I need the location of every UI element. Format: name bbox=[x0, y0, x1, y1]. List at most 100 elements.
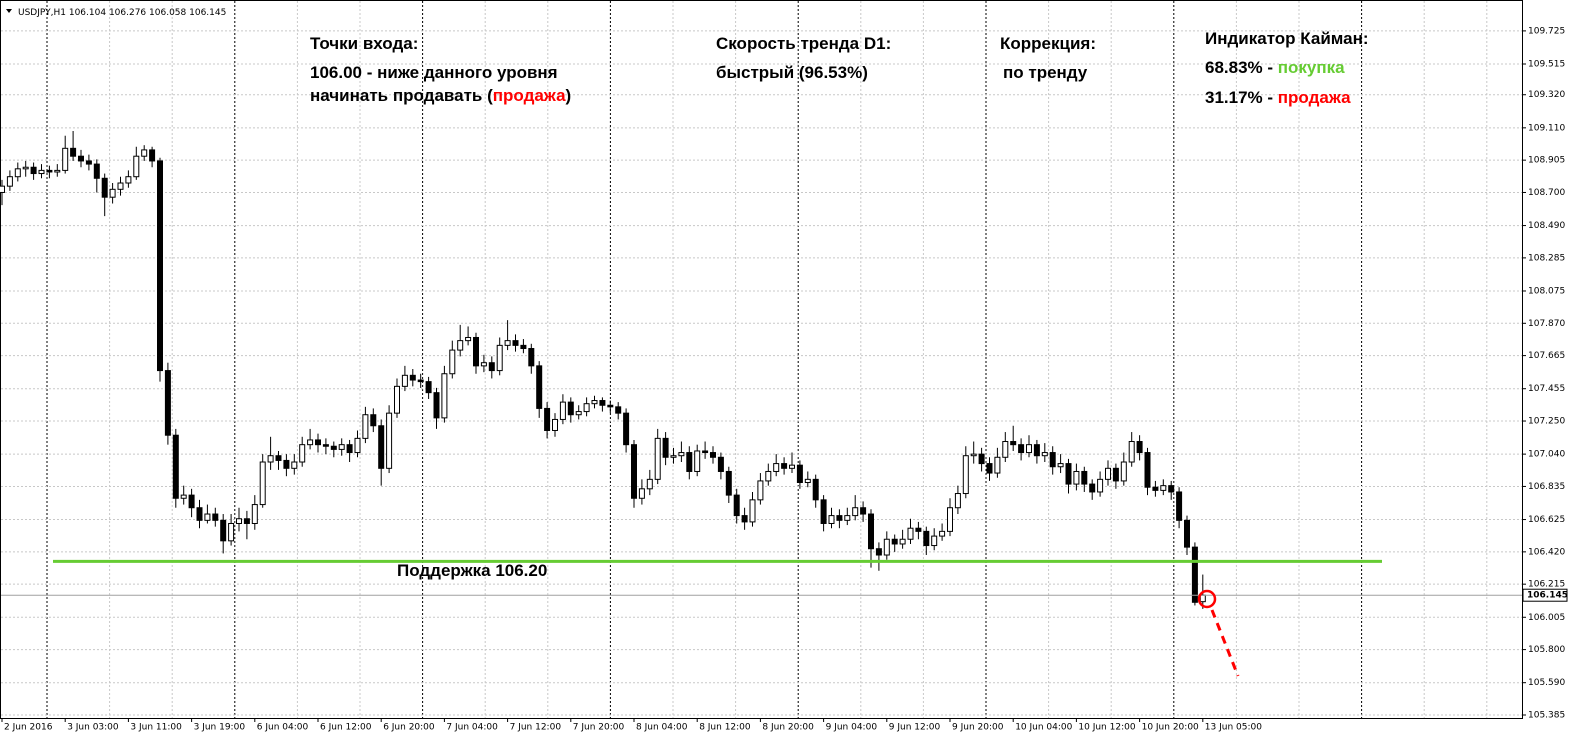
overlay: 106.145 Поддержка 106.20 Точки входа: 106.0… bbox=[1, 29, 1568, 602]
candle-body bbox=[354, 437, 361, 454]
y-tick-label: 107.665 bbox=[1528, 351, 1565, 361]
candle-body bbox=[1018, 444, 1025, 454]
y-tick-label: 107.455 bbox=[1528, 384, 1565, 394]
candle-body bbox=[599, 400, 606, 406]
candle-body bbox=[1191, 546, 1198, 603]
candle-body bbox=[220, 519, 227, 542]
candle-body bbox=[725, 470, 732, 496]
candle-body bbox=[512, 340, 519, 346]
y-tick-label: 108.285 bbox=[1528, 253, 1565, 263]
candle-body bbox=[1089, 483, 1096, 493]
candle-body bbox=[417, 379, 424, 383]
candle-body bbox=[1033, 444, 1040, 457]
candle-body bbox=[251, 504, 258, 524]
candle-body bbox=[962, 455, 969, 495]
symbol: USDJPY,H1 bbox=[18, 8, 66, 18]
y-tick-label: 106.420 bbox=[1528, 547, 1565, 557]
candle-body bbox=[796, 464, 803, 484]
note-span: Индикатор Кайман: bbox=[1205, 29, 1369, 48]
candle-body bbox=[243, 518, 250, 524]
support-label: Поддержка 106.20 bbox=[397, 561, 547, 580]
x-tick-label: 2 Jun 2016 bbox=[4, 723, 53, 733]
y-tick-label: 108.905 bbox=[1528, 156, 1565, 166]
candle-body bbox=[781, 463, 788, 469]
candle-body bbox=[773, 463, 780, 472]
candle-body bbox=[149, 149, 156, 162]
candle-body bbox=[638, 488, 645, 499]
candle-body bbox=[528, 348, 535, 367]
x-tick-label: 3 Jun 19:00 bbox=[194, 723, 246, 733]
y-tick-label: 106.625 bbox=[1528, 515, 1565, 525]
plot-area bbox=[0, 0, 1523, 719]
candle-body bbox=[1152, 486, 1159, 491]
candle-body bbox=[1128, 441, 1135, 463]
candle-body bbox=[591, 400, 598, 405]
candle-body bbox=[93, 163, 100, 179]
candle-body bbox=[970, 453, 977, 457]
candle-body bbox=[1081, 470, 1088, 485]
note-span: покупка bbox=[1278, 58, 1345, 77]
y-tick-label: 109.110 bbox=[1528, 123, 1565, 133]
y-tick-label: 107.040 bbox=[1528, 450, 1565, 460]
note-line: Скорость тренда D1: bbox=[716, 34, 891, 53]
candle-body bbox=[915, 527, 922, 532]
note-span: 31.17% - bbox=[1205, 88, 1278, 107]
note-line: 106.00 - ниже данного уровня bbox=[310, 63, 558, 82]
note-line: быстрый (96.53%) bbox=[716, 63, 868, 82]
candle-body bbox=[923, 530, 930, 547]
x-tick-label: 13 Jun 05:00 bbox=[1205, 723, 1262, 733]
candle-body bbox=[378, 425, 385, 469]
candle-body bbox=[157, 160, 163, 372]
candle-body bbox=[14, 168, 21, 178]
x-tick-label: 10 Jun 04:00 bbox=[1015, 723, 1072, 733]
candle-body bbox=[812, 478, 819, 501]
candle-body bbox=[804, 478, 811, 484]
candle-body bbox=[22, 166, 29, 170]
note-span: по тренду bbox=[1003, 63, 1088, 82]
x-tick-label: 7 Jun 20:00 bbox=[573, 723, 625, 733]
candle-body bbox=[741, 515, 748, 523]
y-tick-label: 108.075 bbox=[1528, 286, 1565, 296]
candle-body bbox=[986, 463, 993, 474]
candle-body bbox=[1160, 485, 1167, 491]
candle-body bbox=[1112, 467, 1119, 482]
candle-body bbox=[820, 499, 827, 524]
candle-body bbox=[939, 530, 946, 537]
candle-body bbox=[6, 176, 13, 187]
x-tick-label: 9 Jun 12:00 bbox=[889, 723, 941, 733]
candle-body bbox=[1105, 467, 1111, 480]
note-span: ) bbox=[566, 86, 572, 105]
candle-body bbox=[212, 513, 219, 521]
candle-body bbox=[710, 452, 716, 458]
candle-body bbox=[425, 381, 432, 394]
candle-body bbox=[346, 444, 353, 454]
candle-body bbox=[852, 507, 859, 517]
candle-body bbox=[180, 494, 187, 499]
candle-body bbox=[607, 404, 614, 408]
candle-body bbox=[188, 494, 195, 509]
candle-body bbox=[552, 418, 558, 431]
candle-body bbox=[994, 456, 1001, 474]
candle-body bbox=[1002, 441, 1009, 458]
note-span: Коррекция: bbox=[1000, 34, 1096, 53]
note-line: Индикатор Кайман: bbox=[1205, 29, 1369, 48]
y-tick-label: 105.800 bbox=[1528, 645, 1565, 655]
candle-body bbox=[307, 439, 314, 446]
candle-body bbox=[1073, 470, 1080, 485]
candle-body bbox=[836, 515, 843, 521]
candle-body bbox=[567, 401, 574, 416]
y-tick-label: 107.250 bbox=[1528, 417, 1565, 427]
candle-body bbox=[370, 414, 377, 427]
note-span: Скорость тренда D1: bbox=[716, 34, 891, 53]
candle-body bbox=[291, 461, 298, 469]
candle-body bbox=[473, 336, 479, 367]
candle-body bbox=[172, 434, 179, 499]
candle-body bbox=[1041, 452, 1048, 457]
candle-body bbox=[362, 414, 369, 439]
candle-body bbox=[133, 155, 140, 178]
candle-body bbox=[38, 169, 45, 175]
candle-body bbox=[654, 437, 661, 480]
candle-body bbox=[717, 456, 724, 472]
candle-body bbox=[891, 538, 898, 545]
